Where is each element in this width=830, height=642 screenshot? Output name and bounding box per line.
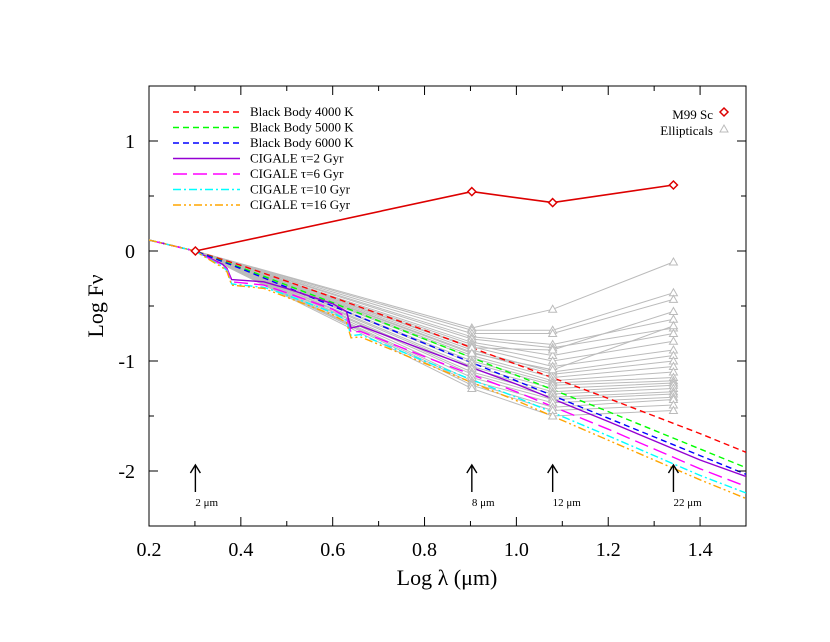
- y-axis-label: Log Fν: [83, 274, 108, 337]
- elliptical-track-7: [195, 250, 674, 368]
- elliptical-track-14: [195, 250, 674, 390]
- elliptical-track-10: [195, 250, 674, 379]
- elliptical-track-20: [195, 250, 674, 408]
- elliptical-track-23: [195, 250, 674, 351]
- x-tick-label: 1.4: [688, 539, 713, 561]
- wavelength-label: 8 μm: [472, 497, 495, 509]
- legend-label: Black Body 6000 K: [250, 135, 354, 150]
- y-tick-label: -1: [118, 351, 135, 373]
- elliptical-track-1: [195, 250, 674, 331]
- elliptical-marker: [668, 405, 679, 414]
- elliptical-track-4: [195, 250, 674, 349]
- elliptical-marker: [466, 348, 477, 357]
- m99-marker: [466, 186, 477, 197]
- elliptical-marker: [547, 364, 558, 374]
- elliptical-marker: [547, 304, 558, 313]
- series-line-2: [149, 239, 746, 475]
- legend-label: CIGALE τ=16 Gyr: [250, 197, 351, 212]
- elliptical-marker: [668, 256, 679, 266]
- elliptical-marker: [547, 410, 558, 420]
- elliptical-track-21: [195, 250, 674, 412]
- elliptical-track-17: [195, 250, 674, 398]
- wavelength-label: 2 μm: [195, 497, 218, 509]
- x-tick-label: 1.2: [596, 539, 621, 561]
- wavelength-label: 22 μm: [673, 497, 702, 509]
- plot-frame: [148, 85, 747, 527]
- legend-label-ellipticals: Ellipticals: [660, 123, 713, 138]
- elliptical-track-13: [195, 250, 674, 386]
- wavelength-arrowhead: [667, 463, 680, 474]
- legend-label: CIGALE τ=10 Gyr: [250, 182, 351, 197]
- elliptical-marker: [547, 344, 558, 354]
- elliptical-marker: [668, 306, 679, 315]
- y-tick-label: 0: [125, 241, 135, 263]
- elliptical-marker: [547, 328, 558, 337]
- wavelength-arrowhead: [547, 463, 559, 474]
- elliptical-marker: [466, 383, 477, 392]
- series-line-7: [195, 184, 674, 252]
- elliptical-track-8: [195, 250, 674, 373]
- elliptical-track-18: [195, 250, 674, 401]
- legend-label: CIGALE τ=2 Gyr: [250, 151, 344, 166]
- m99-marker: [668, 179, 679, 191]
- elliptical-track-12: [195, 250, 674, 384]
- y-tick-label: -2: [118, 461, 135, 483]
- x-tick-label: 1.0: [504, 539, 529, 561]
- y-tick-label: 1: [125, 131, 135, 153]
- elliptical-track-2: [195, 250, 674, 334]
- elliptical-track-3: [195, 250, 674, 346]
- wavelength-label: 12 μm: [553, 497, 582, 509]
- elliptical-marker: [668, 294, 679, 303]
- elliptical-track-24: [195, 250, 674, 371]
- m99-marker: [190, 245, 201, 257]
- x-tick-label: 0.2: [137, 539, 162, 561]
- legend-marker-m99: [718, 106, 730, 118]
- elliptical-marker: [668, 336, 679, 345]
- series-line-5: [149, 239, 746, 494]
- legend-label: CIGALE τ=6 Gyr: [250, 166, 344, 181]
- legend-marker-ellipticals: [719, 123, 729, 133]
- x-tick-label: 0.4: [228, 539, 253, 561]
- x-tick-label: 0.6: [320, 539, 345, 561]
- series-line-4: [149, 239, 746, 488]
- wavelength-arrowhead: [466, 463, 478, 474]
- x-tick-label: 0.8: [412, 539, 437, 561]
- series-line-3: [149, 239, 746, 478]
- m99-marker: [547, 197, 558, 208]
- elliptical-track-6: [195, 250, 674, 362]
- legend-label: Black Body 4000 K: [250, 104, 354, 119]
- legend-label: Black Body 5000 K: [250, 120, 354, 135]
- legend-label-m99: M99 Sc: [672, 107, 713, 122]
- wavelength-arrowhead: [189, 463, 201, 474]
- x-axis-label: Log λ (μm): [397, 565, 498, 590]
- series-line-6: [149, 239, 746, 500]
- elliptical-marker: [668, 320, 679, 330]
- elliptical-track-0: [195, 250, 674, 329]
